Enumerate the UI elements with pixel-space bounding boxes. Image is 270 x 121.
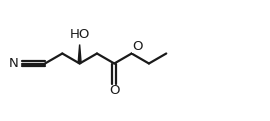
Text: N: N (9, 57, 19, 70)
Text: O: O (133, 39, 143, 53)
Polygon shape (78, 45, 81, 63)
Text: O: O (109, 84, 120, 98)
Text: HO: HO (69, 29, 90, 42)
